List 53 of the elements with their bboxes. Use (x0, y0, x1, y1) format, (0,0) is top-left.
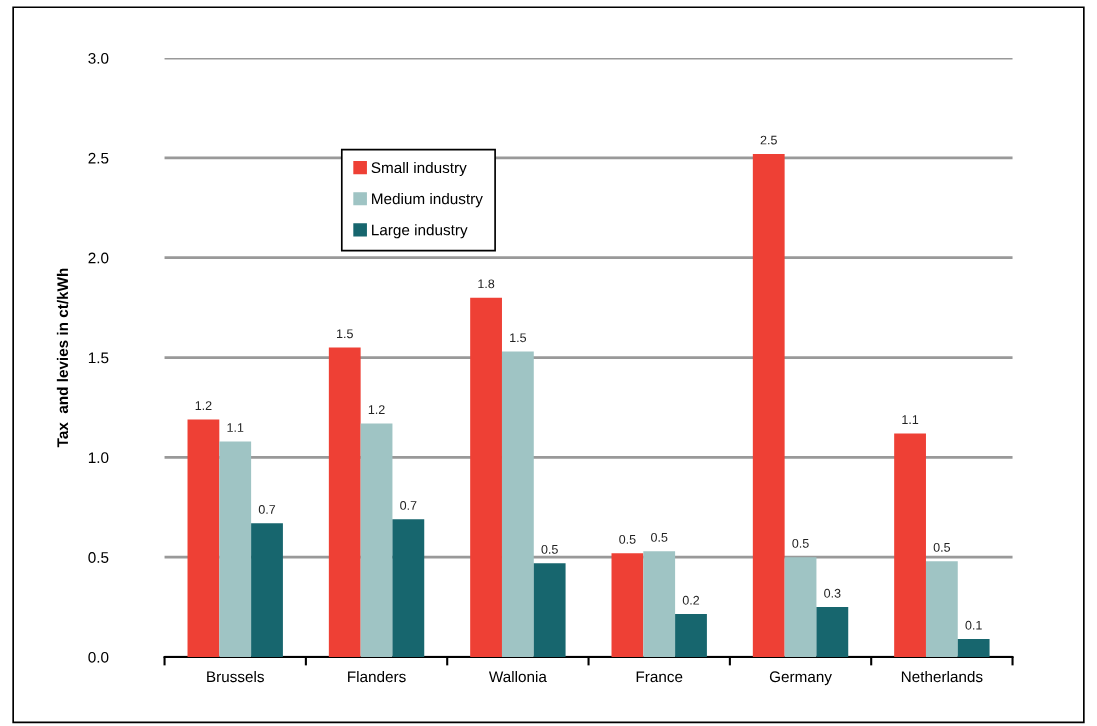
bar (360, 423, 393, 658)
bar (784, 557, 817, 658)
x-tick-label: Germany (769, 671, 832, 686)
bar (251, 523, 283, 658)
bar (957, 639, 990, 658)
data-label: 0.7 (258, 505, 276, 514)
data-label: 1.2 (368, 405, 385, 414)
data-label: 0.2 (682, 595, 700, 605)
x-tick-label: France (636, 671, 683, 683)
x-tick-label: Flanders (348, 670, 406, 683)
legend-label: Small industry (371, 161, 467, 177)
bar (219, 441, 252, 658)
bar (533, 563, 566, 658)
x-tick-label: Netherlands (901, 670, 983, 683)
bar (925, 561, 958, 658)
bar (675, 614, 707, 658)
bar (470, 297, 502, 658)
bar (611, 553, 644, 658)
data-label: 2.5 (760, 135, 777, 145)
data-label: 0.5 (933, 542, 951, 552)
y-tick-label: 1.5 (88, 352, 109, 364)
data-label: 1.5 (337, 329, 353, 339)
x-tick-label: Brussels (207, 670, 264, 683)
y-tick-label: 1.0 (88, 452, 109, 464)
data-label: 0.5 (792, 538, 809, 548)
data-label: 1.2 (195, 401, 212, 410)
data-label: 1.8 (478, 279, 495, 289)
y-tick-label: 0.0 (88, 651, 109, 663)
data-label: 0.3 (824, 588, 841, 598)
legend-label: Large industry (372, 224, 468, 239)
y-tick-label: 0.5 (88, 552, 109, 563)
bar (392, 519, 425, 658)
x-tick-label: Wallonia (488, 670, 547, 683)
bar (816, 607, 849, 658)
y-tick-label: 3.0 (88, 52, 109, 64)
bar (328, 347, 361, 658)
data-label: 1.1 (902, 415, 919, 424)
y-tick-label: 2.0 (88, 252, 109, 264)
bar (752, 153, 785, 658)
bar (501, 351, 534, 658)
data-label: 0.7 (400, 501, 417, 510)
data-label: 0.1 (965, 620, 982, 630)
bar (894, 433, 926, 658)
y-tick-label: 2.5 (88, 152, 109, 164)
data-label: 1.1 (227, 423, 244, 432)
data-label: 0.5 (541, 544, 558, 554)
bar (187, 419, 220, 658)
legend-label: Medium industry (372, 193, 483, 208)
bar (643, 551, 676, 658)
data-label: 0.5 (651, 532, 668, 542)
data-label: 0.5 (619, 534, 636, 544)
data-label: 1.5 (510, 333, 527, 343)
y-axis-title: Tax and levies in ct/kWh (56, 268, 69, 448)
